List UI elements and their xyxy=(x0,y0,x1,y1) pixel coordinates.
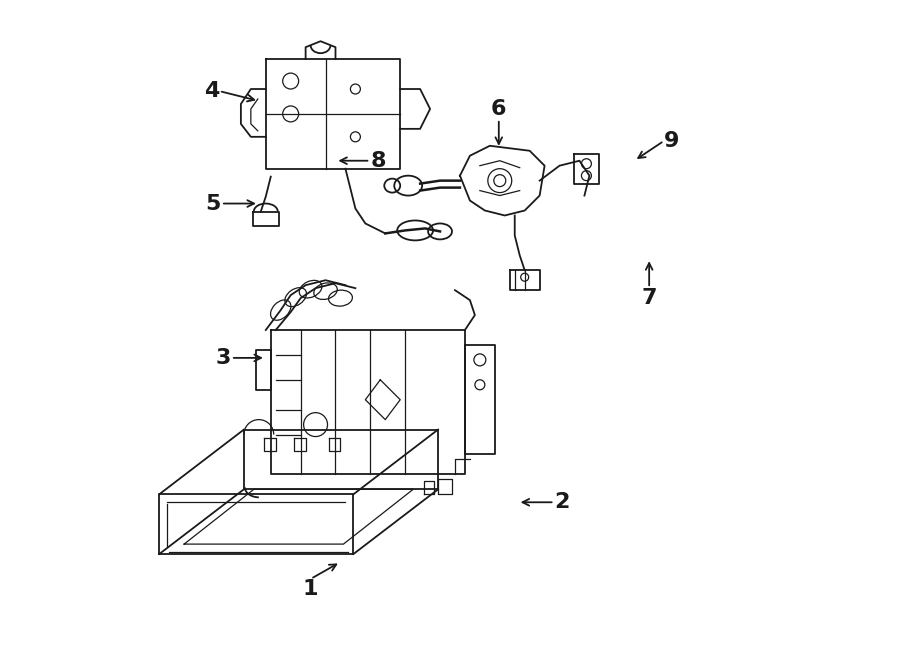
Text: 4: 4 xyxy=(203,81,219,101)
Text: 9: 9 xyxy=(664,131,680,151)
Text: 2: 2 xyxy=(554,492,570,512)
Text: 1: 1 xyxy=(302,579,319,599)
Text: 3: 3 xyxy=(215,348,231,368)
Text: 5: 5 xyxy=(205,194,221,214)
Text: 8: 8 xyxy=(370,151,386,171)
Text: 7: 7 xyxy=(642,288,657,308)
Text: 6: 6 xyxy=(491,99,507,119)
